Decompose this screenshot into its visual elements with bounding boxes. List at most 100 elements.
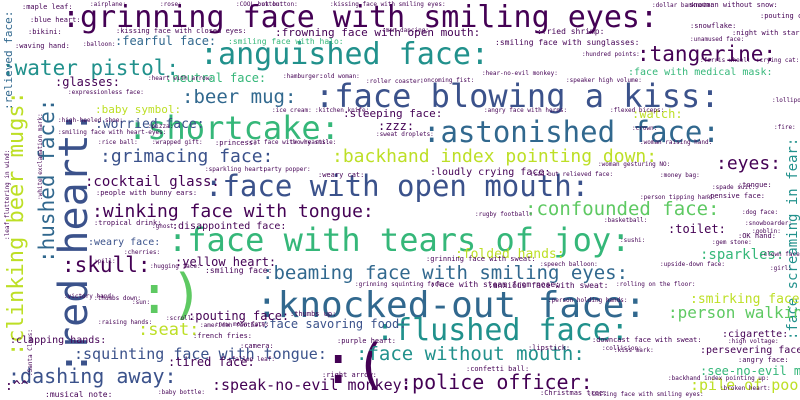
word: :tangerine: xyxy=(637,42,777,66)
word: :neutral face: xyxy=(165,71,267,85)
word: :wrapped gift: xyxy=(152,139,203,146)
word: :gem stone: xyxy=(712,239,752,246)
word: :angry face with horns: xyxy=(484,107,568,114)
word: :right arrow: xyxy=(322,371,377,379)
word: :pile of poo: xyxy=(690,376,800,394)
word: :face blowing a kiss: xyxy=(315,77,720,115)
word: :person tipping hand: xyxy=(640,194,716,201)
word: :grinning face with sweat: xyxy=(426,255,536,263)
word: :sleeping face: xyxy=(343,107,443,120)
word: :kitchen knife: xyxy=(315,107,370,114)
word: :woman gesturing NO: xyxy=(598,161,671,168)
word: :unamused face: xyxy=(690,36,745,43)
word: :snowflake: xyxy=(690,22,737,30)
word: :eyes: xyxy=(716,153,782,174)
word: :scroll: xyxy=(166,315,195,322)
word: :expressionless face: xyxy=(68,89,144,96)
word: :ok button: xyxy=(258,1,298,8)
word: :tropical drink: xyxy=(94,219,162,227)
word: :roller coaster: xyxy=(366,78,424,85)
word: :sad but relieved face: xyxy=(530,171,614,178)
word: :blue heart: xyxy=(30,16,81,24)
word: :pouting face: xyxy=(188,309,290,323)
word: :ferris wheel: xyxy=(700,57,751,64)
word: :high voltage: xyxy=(728,338,779,345)
word: :musical note: xyxy=(45,390,113,399)
word: :rose: xyxy=(160,1,182,8)
word: :beer mug: xyxy=(182,86,297,108)
word: :Christmas tree: xyxy=(540,389,608,397)
word: :worried face: xyxy=(95,117,205,132)
word: :maple leaf: xyxy=(22,3,73,11)
word: :high-heeled shoe: xyxy=(58,117,124,124)
word: :face without mouth: xyxy=(356,343,585,365)
word: :airplane: xyxy=(90,1,127,8)
word: :tongue: xyxy=(738,181,772,189)
word: :baby bottle: xyxy=(158,389,205,396)
word: :party popper: xyxy=(260,166,311,173)
word: :yellow heart: xyxy=(175,255,277,269)
word: :sun: xyxy=(132,299,151,306)
word: :white exclamation mark: xyxy=(37,113,44,200)
word: :police officer: xyxy=(400,370,593,394)
word: :night with stars: xyxy=(732,29,800,37)
word: :confetti ball: xyxy=(466,365,530,373)
word: :kiss mark: xyxy=(614,347,654,354)
word: :snowboarder: xyxy=(745,220,792,227)
word: :shortcake: xyxy=(128,109,340,147)
word: :clapping hands: xyxy=(10,335,107,346)
word: :COOL button: xyxy=(236,1,283,8)
word: :crown: xyxy=(632,125,658,132)
word: :smiling face with halo: xyxy=(228,37,344,46)
word: :winking face with tongue: xyxy=(92,201,374,222)
word: :skull: xyxy=(62,253,151,277)
word: :anguished face: xyxy=(200,37,489,72)
word: :pouting cat: xyxy=(760,12,800,20)
word: :watch: xyxy=(632,107,683,121)
word: :raising hands: xyxy=(98,319,153,326)
word: :cocktail glass: xyxy=(85,174,220,190)
word: :flushed face: xyxy=(376,313,629,348)
word: :leaf fluttering in wind: xyxy=(4,149,11,240)
word: :speak-no-evil monkey: xyxy=(212,376,411,394)
word: :grinning squinting face: xyxy=(355,281,446,288)
word: :grinning face with smiling eyes: xyxy=(62,0,659,35)
word: :Santa Claus: xyxy=(27,329,34,376)
word: :smiling face with sunglasses: xyxy=(495,38,640,47)
word: :collision: xyxy=(602,345,642,352)
word: :weary cat: xyxy=(318,171,365,179)
word: :baby symbol: xyxy=(95,103,182,116)
word: :hugging face: xyxy=(150,263,201,270)
word: :lollipop: xyxy=(772,97,800,104)
word: :hamburger: xyxy=(283,73,323,80)
word: :disappointed face: xyxy=(172,221,287,232)
word: :speech balloon: xyxy=(540,261,598,268)
word: :broken heart: xyxy=(720,385,771,392)
word: :person holding hands: xyxy=(548,297,628,304)
word: :french fries: xyxy=(193,332,253,340)
word: :goblin: xyxy=(752,228,781,235)
word: :confounded face: xyxy=(525,198,720,220)
word: :fire: xyxy=(774,124,796,131)
word: :OK hand: xyxy=(738,232,776,240)
word: :hear-no-evil monkey: xyxy=(482,70,558,77)
word: :pill: xyxy=(94,258,116,265)
word: :knocked-out face: xyxy=(256,285,647,326)
word: :kissing face with closed eyes: xyxy=(116,27,247,35)
word: :cigarette: xyxy=(722,329,789,340)
word: :pensive face: xyxy=(706,192,766,200)
word: :water pistol: xyxy=(2,56,180,80)
word: :dashing away: xyxy=(8,364,177,388)
word: :cherries: xyxy=(124,249,161,256)
word: :persevering face: xyxy=(700,345,800,356)
word: :basketball: xyxy=(604,217,648,224)
word: :american football: xyxy=(200,322,269,329)
word: :old woman: xyxy=(320,73,360,80)
word: :two hearts: xyxy=(286,139,330,146)
word: :man dancing: xyxy=(382,27,429,34)
word: :face with open mouth: xyxy=(205,169,590,203)
word: :astonished face: xyxy=(423,115,720,149)
word: :rolling on the floor: xyxy=(616,281,696,288)
word: :speaker high volume: xyxy=(566,77,642,84)
